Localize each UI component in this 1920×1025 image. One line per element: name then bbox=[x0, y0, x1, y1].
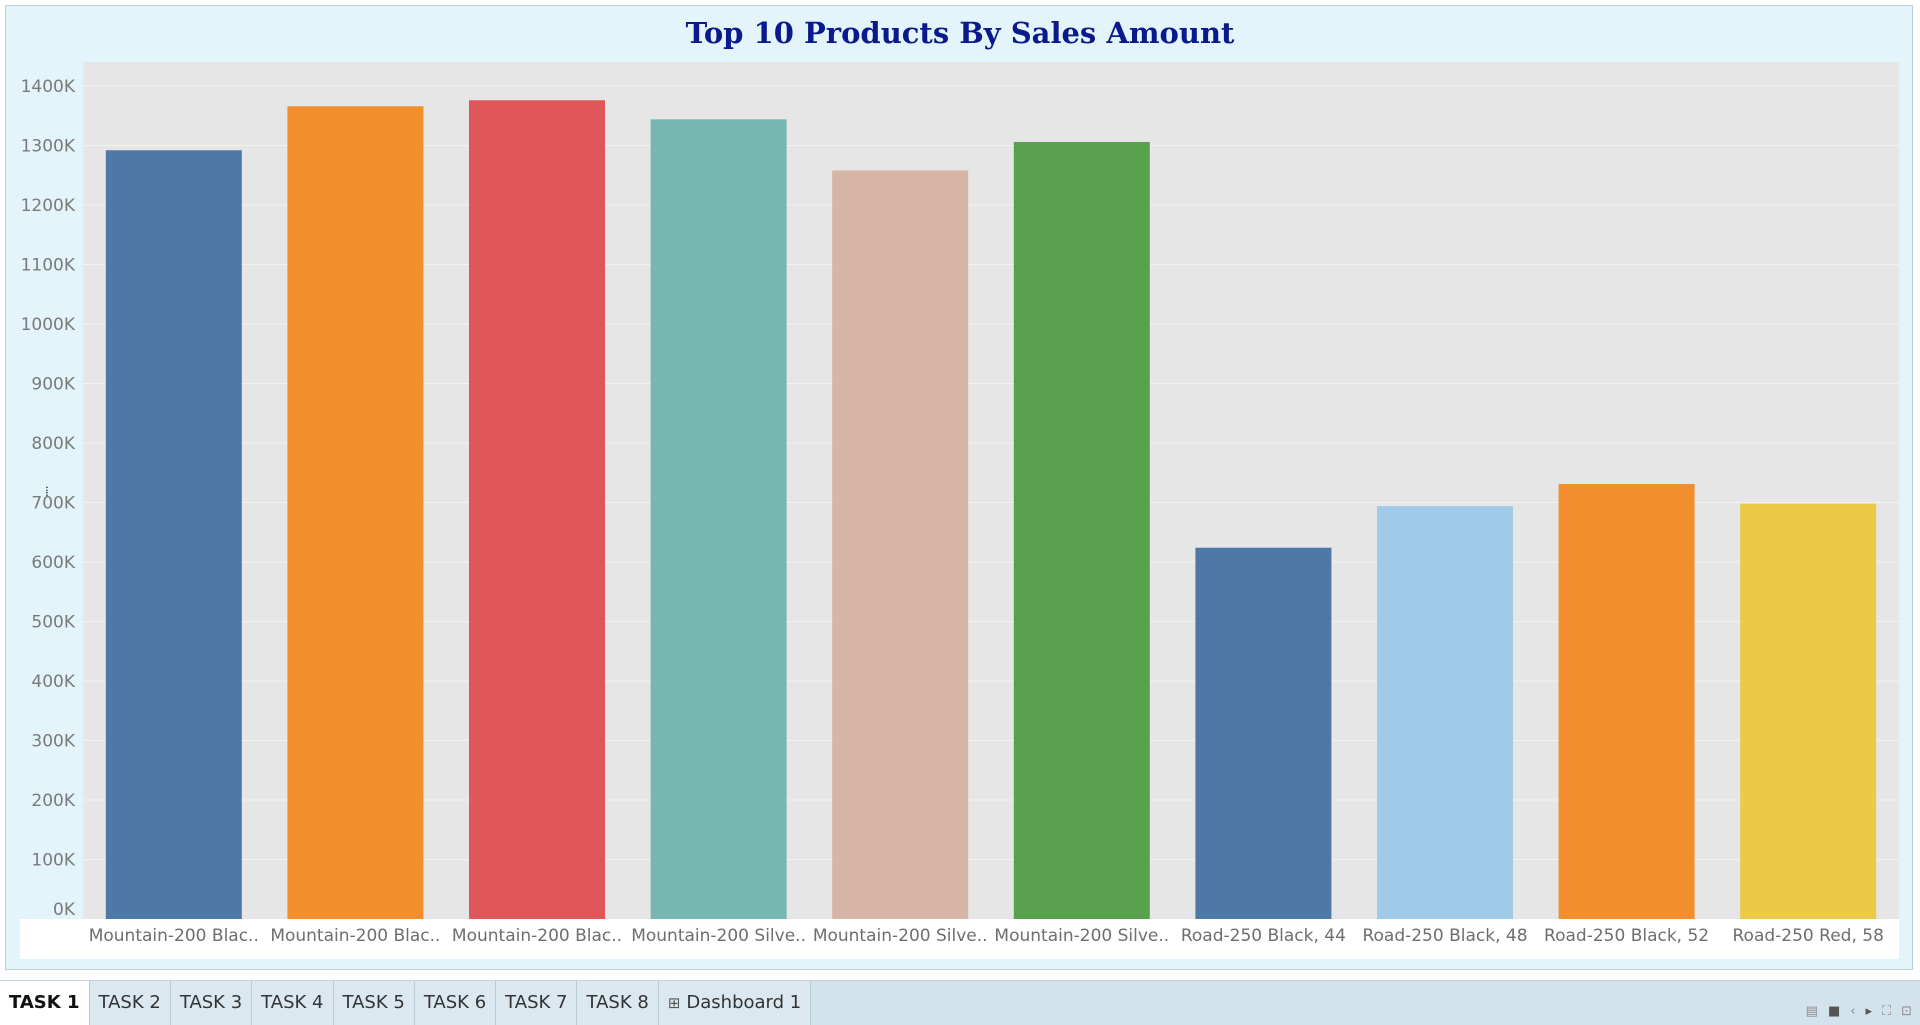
next-arrow-icon[interactable]: ▸ bbox=[1865, 1004, 1872, 1019]
tab-label: TASK 4 bbox=[261, 992, 324, 1013]
bar[interactable] bbox=[1013, 141, 1150, 919]
sheet-tabs: TASK 1 TASK 2 TASK 3 TASK 4 TASK 5 TASK 6 TASK… bbox=[0, 981, 812, 1025]
bar[interactable] bbox=[105, 150, 242, 919]
y-tick-label: 1300K bbox=[21, 137, 76, 157]
x-tick-label: Mountain-200 Silve.. bbox=[631, 926, 806, 946]
y-tick-label: 300K bbox=[31, 732, 75, 752]
y-tick-label: 400K bbox=[31, 672, 75, 692]
tab-label: Dashboard 1 bbox=[686, 992, 802, 1013]
x-tick-label: Mountain-200 Blac.. bbox=[452, 926, 622, 946]
y-tick-label: 1100K bbox=[21, 256, 76, 276]
tab-label: TASK 5 bbox=[342, 992, 405, 1013]
y-tick-label: 200K bbox=[31, 791, 75, 811]
tab-label: TASK 6 bbox=[423, 992, 487, 1013]
x-tick-label: Mountain-200 Blac.. bbox=[89, 926, 259, 946]
y-tick-label: 1200K bbox=[21, 196, 76, 216]
bar[interactable] bbox=[650, 119, 787, 919]
tab-label: TASK 2 bbox=[98, 992, 161, 1013]
bar[interactable] bbox=[287, 106, 424, 920]
bar[interactable] bbox=[1740, 503, 1877, 919]
bar[interactable] bbox=[832, 170, 969, 920]
dashboard-grid-icon: ⊞ bbox=[667, 994, 681, 1012]
bar[interactable] bbox=[1558, 484, 1695, 919]
x-axis-labels: Mountain-200 Blac.. Mountain-200 Blac.. Mo… bbox=[89, 926, 1884, 946]
grid-view-icon[interactable]: ▤ bbox=[1805, 1004, 1818, 1019]
y-tick-label: 900K bbox=[31, 375, 75, 395]
bar[interactable] bbox=[469, 100, 605, 919]
y-tick-label: 800K bbox=[31, 434, 75, 454]
y-tick-label: 0K bbox=[53, 900, 76, 920]
fullscreen-icon[interactable]: ⛶ bbox=[1881, 1004, 1892, 1019]
bars bbox=[105, 100, 1877, 920]
sheet-tab-bar: TASK 1 TASK 2 TASK 3 TASK 4 TASK 5 TASK 6 TASK… bbox=[0, 980, 1920, 1025]
x-tick-label: Road-250 Red, 58 bbox=[1733, 926, 1884, 946]
tab-task-8[interactable]: TASK 8 bbox=[577, 981, 659, 1025]
tab-label: TASK 8 bbox=[586, 992, 649, 1013]
mouse-cursor-icon: ⁞ bbox=[45, 484, 49, 500]
single-view-icon[interactable]: ■ bbox=[1827, 1004, 1841, 1019]
tab-task-4[interactable]: TASK 4 bbox=[252, 981, 334, 1025]
status-icons: ▤ ■ ‹ ▸ ⛶ ⊡ bbox=[1806, 1004, 1912, 1019]
x-tick-label: Mountain-200 Silve.. bbox=[994, 926, 1169, 946]
y-tick-label: 500K bbox=[31, 613, 75, 633]
tab-task-2[interactable]: TASK 2 bbox=[89, 981, 171, 1025]
x-axis-band bbox=[20, 919, 1899, 959]
tab-task-5[interactable]: TASK 5 bbox=[333, 981, 415, 1025]
x-tick-label: Road-250 Black, 44 bbox=[1181, 926, 1346, 946]
y-tick-label: 100K bbox=[31, 851, 75, 871]
tab-label: TASK 7 bbox=[505, 992, 568, 1013]
tab-label: TASK 3 bbox=[179, 992, 243, 1013]
x-tick-label: Road-250 Black, 48 bbox=[1362, 926, 1527, 946]
bar-chart: 0K 100K 200K 300K 400K 500K 600K 700K 800K 900K 10… bbox=[21, 77, 1899, 946]
x-tick-label: Mountain-200 Blac.. bbox=[270, 926, 440, 946]
bar[interactable] bbox=[1377, 506, 1513, 919]
tab-task-1[interactable]: TASK 1 bbox=[0, 981, 90, 1025]
bar[interactable] bbox=[1195, 547, 1332, 919]
y-axis-ticks: 0K 100K 200K 300K 400K 500K 600K 700K 800K 900K 10… bbox=[21, 77, 76, 920]
y-tick-label: 1000K bbox=[21, 315, 76, 335]
tab-task-7[interactable]: TASK 7 bbox=[496, 981, 578, 1025]
chart-title: Top 10 Products By Sales Amount bbox=[685, 16, 1235, 50]
presentation-icon[interactable]: ⊡ bbox=[1901, 1004, 1912, 1019]
tab-dashboard-1[interactable]: ⊞ Dashboard 1 bbox=[658, 981, 812, 1025]
y-tick-label: 700K bbox=[31, 494, 75, 514]
tab-task-6[interactable]: TASK 6 bbox=[414, 981, 497, 1025]
tab-label: TASK 1 bbox=[9, 992, 80, 1013]
y-tick-label: 600K bbox=[31, 553, 75, 573]
tab-task-3[interactable]: TASK 3 bbox=[170, 981, 253, 1025]
prev-arrow-icon[interactable]: ‹ bbox=[1850, 1004, 1856, 1019]
x-tick-label: Road-250 Black, 52 bbox=[1544, 926, 1709, 946]
y-tick-label: 1400K bbox=[21, 77, 76, 97]
x-tick-label: Mountain-200 Silve.. bbox=[813, 926, 988, 946]
